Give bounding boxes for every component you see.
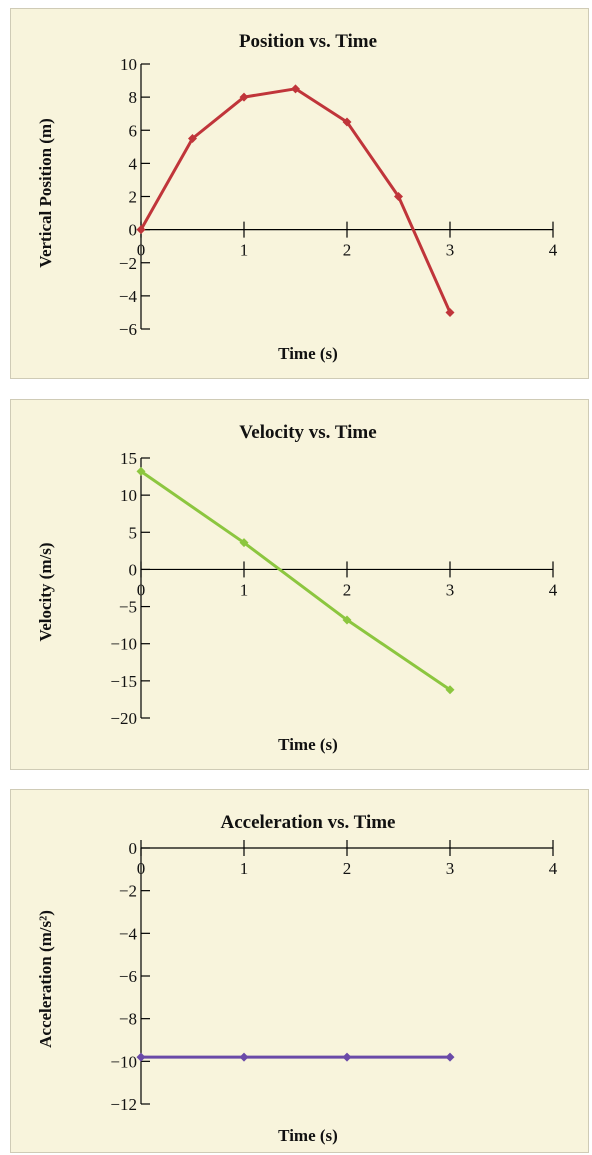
data-point-marker [136, 1052, 146, 1062]
x-tick-label: 1 [240, 241, 249, 260]
velocity-vs-time-chart: Velocity vs. Time Time (s) Velocity (m/s… [36, 422, 558, 754]
data-point-marker [394, 192, 403, 201]
y-tick-label: 10 [120, 55, 137, 74]
x-tick-label: 3 [446, 241, 455, 260]
data-point-marker [445, 307, 455, 317]
y-tick-label: −12 [110, 1095, 137, 1114]
y-tick-label: −2 [119, 254, 137, 273]
y-tick-label: 8 [129, 88, 138, 107]
x-tick-label: 0 [137, 241, 146, 260]
data-point-marker [445, 1052, 455, 1062]
x-tick-label: 1 [240, 859, 249, 878]
x-tick-label: 0 [137, 580, 146, 599]
y-tick-label: 15 [120, 449, 137, 468]
y-tick-label: 4 [129, 154, 138, 173]
y-tick-label: −2 [119, 882, 137, 901]
y-tick-label: −5 [119, 598, 137, 617]
y-tick-label: 5 [129, 523, 138, 542]
x-tick-label: 4 [549, 241, 558, 260]
x-tick-label: 3 [446, 580, 455, 599]
y-axis-label: Vertical Position (m) [36, 118, 55, 268]
y-tick-label: −10 [110, 635, 137, 654]
data-point-marker [342, 117, 352, 127]
acceleration-vs-time-chart: Acceleration vs. Time Time (s) Accelerat… [36, 812, 558, 1145]
y-tick-label: 0 [129, 839, 138, 858]
series-line [139, 87, 452, 314]
data-point-marker [342, 615, 352, 625]
y-tick-label: 10 [120, 486, 137, 505]
y-tick-label: 2 [129, 188, 138, 207]
y-tick-label: −4 [119, 924, 138, 943]
acceleration-chart-panel: Acceleration vs. Time Time (s) Accelerat… [10, 789, 589, 1153]
data-point-marker [445, 685, 455, 695]
y-axis-label: Acceleration (m/s²) [36, 910, 55, 1048]
x-tick-label: 2 [343, 859, 352, 878]
y-tick-label: −10 [110, 1052, 137, 1071]
chart-title: Acceleration vs. Time [220, 812, 395, 833]
x-axis-label: Time (s) [278, 735, 338, 754]
y-tick-label: 0 [129, 221, 138, 240]
y-tick-label: −6 [119, 967, 137, 986]
x-tick-label: 4 [549, 580, 558, 599]
data-point-marker [239, 1052, 249, 1062]
chart-title: Velocity vs. Time [239, 422, 376, 443]
data-point-marker [239, 92, 249, 102]
data-point-marker [136, 466, 146, 476]
x-tick-label: 2 [343, 241, 352, 260]
data-point-marker [291, 84, 300, 94]
x-tick-label: 2 [343, 580, 352, 599]
data-point-marker [342, 1052, 352, 1062]
y-tick-label: −6 [119, 320, 137, 339]
x-axis-label: Time (s) [278, 344, 338, 363]
y-tick-label: −15 [110, 672, 137, 691]
velocity-chart-panel: Velocity vs. Time Time (s) Velocity (m/s… [10, 399, 589, 770]
x-tick-label: 1 [240, 580, 249, 599]
x-tick-label: 3 [446, 859, 455, 878]
data-point-marker [188, 134, 197, 144]
position-vs-time-chart: Position vs. Time Time (s) Vertical Posi… [36, 31, 558, 363]
y-axis-label: Velocity (m/s) [36, 543, 55, 642]
position-chart-panel: Position vs. Time Time (s) Vertical Posi… [10, 8, 589, 379]
y-tick-label: 6 [129, 121, 138, 140]
y-tick-label: −4 [119, 287, 138, 306]
data-point-marker [136, 225, 146, 235]
data-point-marker [239, 538, 249, 548]
y-tick-label: −8 [119, 1010, 137, 1029]
chart-title: Position vs. Time [239, 31, 377, 52]
y-tick-label: 0 [129, 560, 138, 579]
series-line [140, 470, 451, 692]
x-axis-label: Time (s) [278, 1126, 338, 1145]
y-tick-label: −20 [110, 709, 137, 728]
x-tick-label: 4 [549, 859, 558, 878]
x-tick-label: 0 [137, 859, 146, 878]
